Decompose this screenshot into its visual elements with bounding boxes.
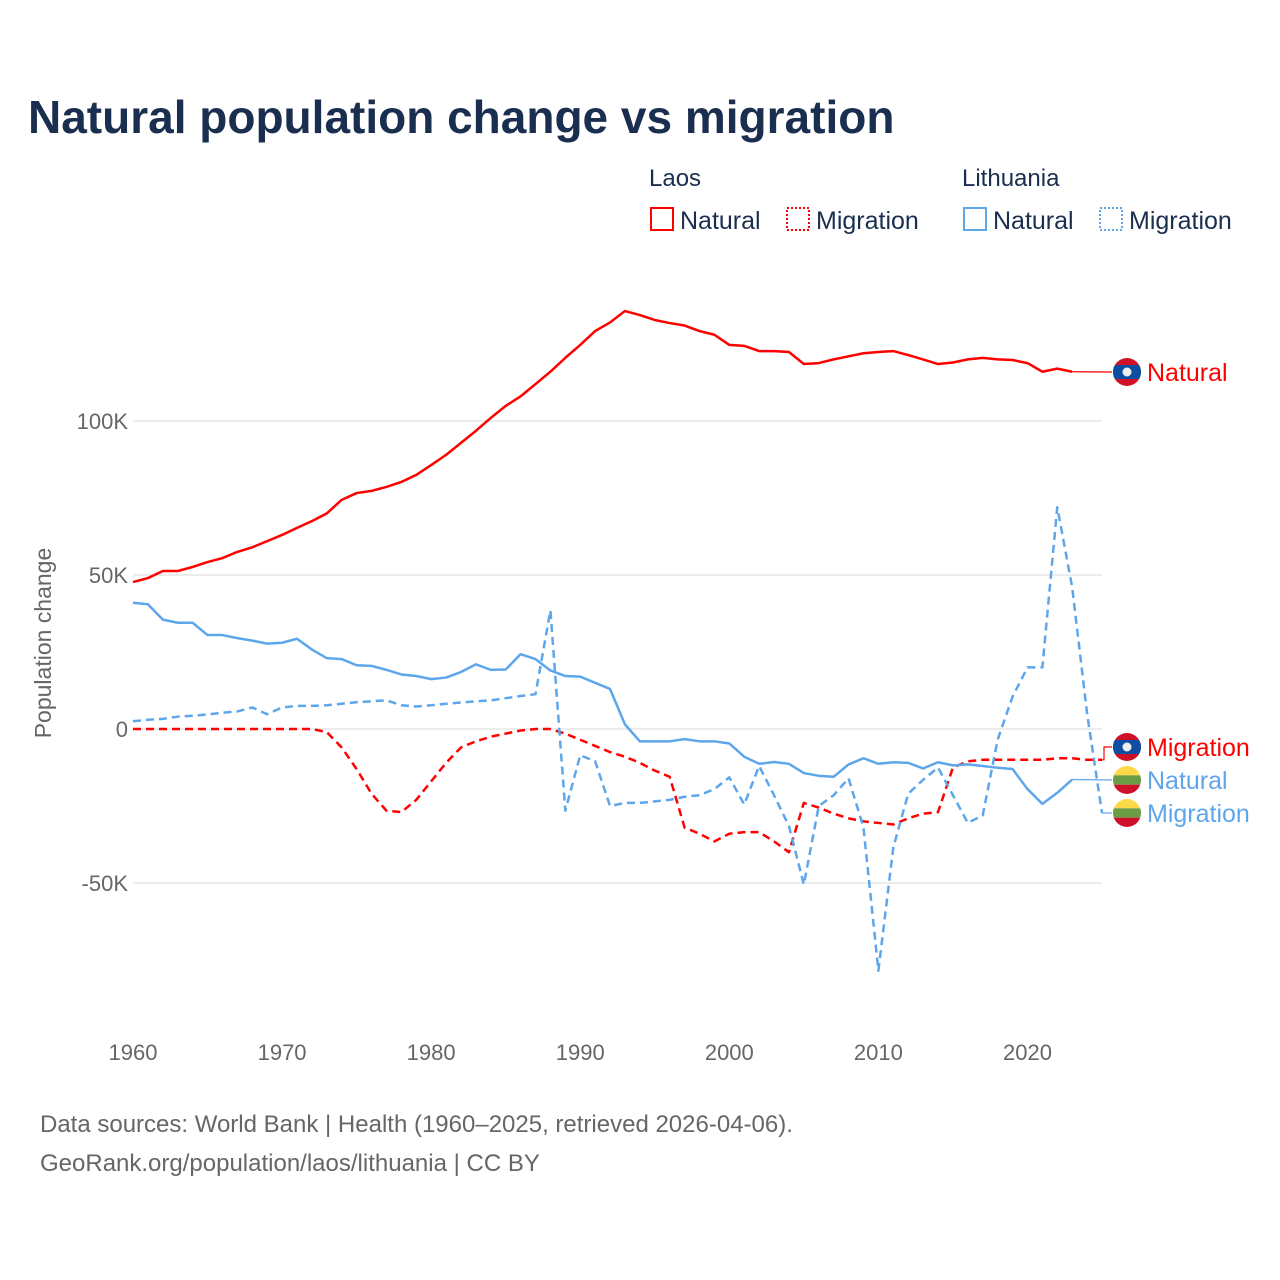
series-line-laos-natural[interactable] [132,309,1073,584]
legend-label-lithuania-natural[interactable]: Natural [993,207,1074,235]
end-label-text: Migration [1147,734,1250,762]
laos-flag-icon [1113,358,1141,386]
x-tick-label: 1980 [407,1040,456,1065]
legend-label-laos-migration[interactable]: Migration [816,207,919,235]
end-label-lithuania-natural: Natural [1072,766,1228,795]
series-line-laos-migration[interactable] [133,727,1102,854]
y-axis-ticks: -50K 0 50K 100K [77,409,129,896]
x-axis-ticks: 1960 1970 1980 1990 2000 2010 2020 [109,1040,1052,1065]
series-line-lithuania-natural[interactable] [132,601,1074,806]
x-tick-label: 2010 [854,1040,903,1065]
lithuania-flag-icon [1113,799,1141,827]
x-tick-label: 2020 [1003,1040,1052,1065]
legend-label-lithuania-migration[interactable]: Migration [1129,207,1232,235]
x-tick-label: 2000 [705,1040,754,1065]
end-label-text: Migration [1147,800,1250,828]
legend-swatch-lithuania-migration [1099,207,1123,231]
y-tick-label: 0 [116,717,128,742]
end-label-text: Natural [1147,767,1228,795]
gridlines [133,420,1102,884]
y-tick-label: 100K [77,409,129,434]
end-label-laos-natural: Natural [1072,358,1228,387]
y-axis-label: Population change [30,548,56,739]
lithuania-flag-icon [1113,766,1141,794]
chart-title: Natural population change vs migration [28,91,894,143]
series-lines [132,309,1104,973]
y-tick-label: 50K [89,563,128,588]
legend-swatch-lithuania-natural [963,207,987,231]
x-tick-label: 1990 [556,1040,605,1065]
end-label-lithuania-migration: Migration [1101,799,1250,828]
legend-swatch-laos-natural [650,207,674,231]
x-tick-label: 1970 [258,1040,307,1065]
legend-label-laos-natural[interactable]: Natural [680,207,761,235]
legend-swatch-laos-migration [786,207,810,231]
y-tick-label: -50K [82,871,129,896]
source-line-2[interactable]: GeoRank.org/population/laos/lithuania | … [40,1150,540,1177]
end-labels: Natural Migration Natural Migration [1072,358,1250,828]
source-line-1: Data sources: World Bank | Health (1960–… [40,1111,793,1138]
legend-group-lithuania: Lithuania [962,165,1060,192]
end-label-laos-migration: Migration [1102,733,1250,762]
legend-group-laos: Laos [649,165,701,192]
legend: Laos Natural Migration Lithuania Natural… [649,165,1232,235]
x-tick-label: 1960 [109,1040,158,1065]
series-line-lithuania-migration[interactable] [132,505,1104,973]
end-label-text: Natural [1147,359,1228,387]
laos-flag-icon [1113,733,1141,761]
label-connector [1102,746,1112,761]
